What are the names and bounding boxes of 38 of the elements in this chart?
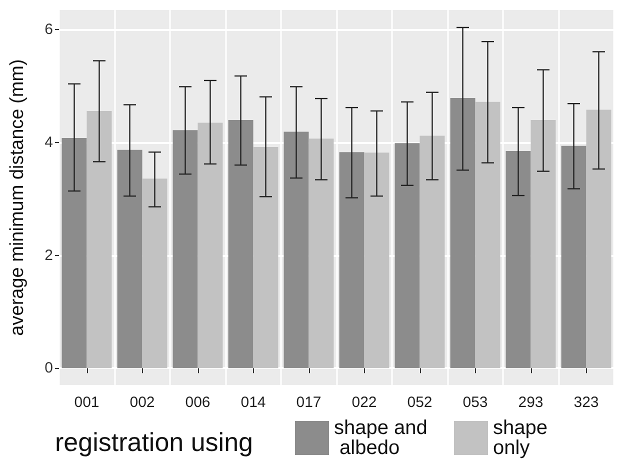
- legend-title: registration using: [55, 427, 253, 457]
- bar: [228, 120, 254, 368]
- x-tick-label: 006: [185, 394, 210, 411]
- y-tick-label: 0: [44, 360, 53, 377]
- bar: [253, 147, 278, 368]
- bar: [506, 150, 531, 368]
- x-tick-label: 052: [407, 394, 432, 411]
- x-tick-label: 002: [130, 394, 155, 411]
- y-tick-label: 2: [44, 246, 53, 264]
- x-tick-label: 323: [574, 394, 599, 411]
- y-tick-label: 6: [44, 21, 53, 38]
- bar: [86, 110, 112, 368]
- bar: [475, 102, 500, 368]
- bar: [117, 150, 142, 368]
- x-tick-label: 053: [462, 394, 488, 411]
- bar: [198, 122, 223, 368]
- x-tick-label: 293: [518, 394, 544, 411]
- bar: [62, 138, 87, 368]
- bar: [284, 132, 309, 368]
- bar: [172, 130, 198, 368]
- bar: [364, 152, 390, 368]
- bar: [339, 152, 364, 368]
- bar: [450, 98, 476, 368]
- x-tick-label: 014: [240, 394, 266, 411]
- bar: [142, 178, 168, 368]
- bar: [530, 120, 556, 368]
- legend-label: shape only: [493, 417, 554, 459]
- x-tick-label: 001: [74, 394, 100, 411]
- y-tick-label: 4: [44, 134, 53, 152]
- bar: [394, 143, 420, 368]
- y-axis-title: average minimum distance (mm): [7, 59, 28, 336]
- bar: [561, 146, 586, 368]
- bar: [586, 110, 612, 368]
- x-tick-label: 017: [296, 394, 322, 411]
- bar: [420, 136, 445, 368]
- legend-label: shape and albedo: [334, 417, 428, 459]
- bar: [308, 138, 334, 368]
- x-tick-label: 022: [352, 394, 377, 411]
